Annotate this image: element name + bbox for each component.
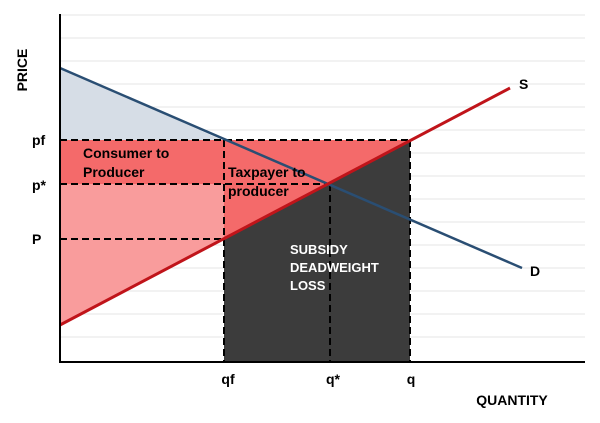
y-axis-label: PRICE [14,49,30,92]
demand-label: D [530,263,540,279]
region-label: LOSS [290,278,326,293]
consumer-to-producer-area [60,140,224,184]
quantity-label: qf [221,371,235,387]
producer-surplus [60,184,224,325]
price-label: p* [32,177,47,193]
region-label: Consumer to [83,145,169,161]
supply-curve [59,86,511,327]
region-label: Taxpayer to [228,164,306,180]
region-label: SUBSIDY [290,242,348,257]
deadweight-area [224,140,410,362]
dashed-guides [60,139,411,362]
quantity-label: q* [326,371,341,387]
region-label: producer [228,183,289,199]
region-label: DEADWEIGHT [290,260,379,275]
price-label: P [32,231,41,247]
region-label: Producer [83,164,145,180]
x-axis-label: QUANTITY [476,392,548,408]
demand-curve [59,66,523,270]
quantity-label: q [407,371,416,387]
supply-label: S [519,76,528,92]
price-label: pf [32,132,46,148]
